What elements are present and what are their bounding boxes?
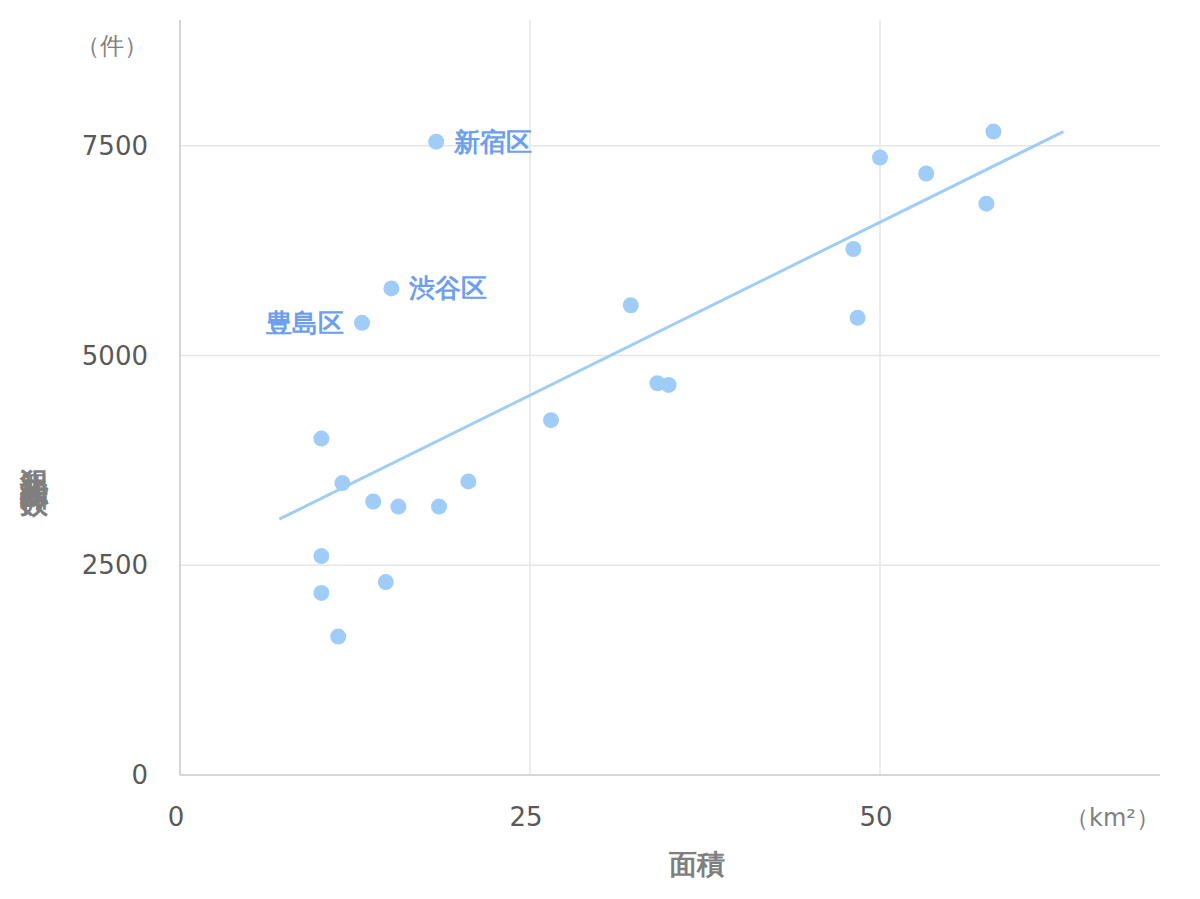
point	[313, 585, 329, 601]
point	[850, 310, 866, 326]
point	[661, 377, 677, 393]
x-tick-label: 0	[168, 802, 185, 832]
point	[623, 297, 639, 313]
point	[985, 124, 1001, 140]
point	[390, 499, 406, 515]
x-axis	[180, 774, 1160, 776]
point-label: 豊島区	[265, 308, 344, 338]
point	[365, 494, 381, 510]
point	[383, 280, 399, 296]
point	[313, 548, 329, 564]
grid-line	[180, 565, 1160, 567]
grid-line	[180, 355, 1160, 357]
y-unit: （件）	[76, 32, 148, 60]
x-axis-label: 面積	[668, 848, 725, 881]
chart: 0 2500 5000 7500 0 25 50 （件） （km²） 面積 犯罪認知件数 新宿区渋谷区…	[0, 0, 1200, 899]
point	[872, 150, 888, 166]
x-unit: （km²）	[1065, 804, 1160, 832]
trend-line	[279, 132, 1063, 520]
grid-line	[180, 145, 1160, 147]
y-tick-label: 7500	[82, 131, 148, 161]
point	[378, 574, 394, 590]
point	[978, 196, 994, 212]
point	[334, 475, 350, 491]
point	[845, 241, 861, 257]
y-axis-label: 犯罪認知件数	[18, 448, 51, 518]
grid-line	[879, 20, 881, 775]
point-label: 新宿区	[453, 127, 532, 157]
x-tick-label: 50	[859, 802, 892, 832]
point	[543, 412, 559, 428]
x-tick-label: 25	[509, 802, 542, 832]
point	[313, 431, 329, 447]
point	[330, 629, 346, 645]
y-tick-label: 0	[131, 760, 148, 790]
point-label: 渋谷区	[408, 273, 487, 303]
y-tick-label: 5000	[82, 341, 148, 371]
point	[354, 315, 370, 331]
point	[431, 499, 447, 515]
plot-area	[279, 124, 1063, 645]
point	[918, 166, 934, 182]
y-axis	[179, 20, 181, 775]
y-tick-label: 2500	[82, 550, 148, 580]
point	[460, 473, 476, 489]
point	[428, 134, 444, 150]
